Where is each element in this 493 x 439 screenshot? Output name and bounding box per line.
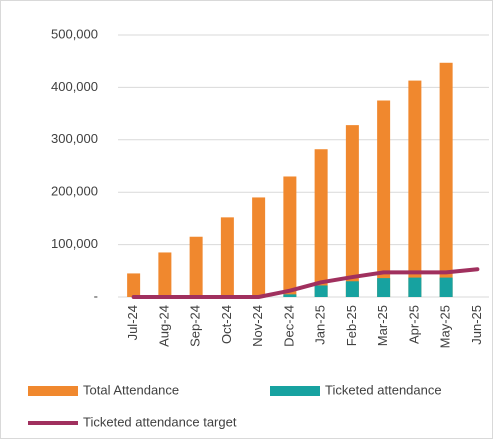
bar [377,100,391,297]
x-tick-label: Mar-25 [375,305,390,346]
y-tick-label: 300,000 [51,131,98,146]
x-tick-label: Apr-25 [406,305,421,344]
y-tick-label: 400,000 [51,79,98,94]
bar [439,62,453,297]
bar [377,278,391,297]
y-tick-label: 200,000 [51,184,98,199]
x-tick-label: Dec-24 [281,305,296,347]
x-tick-label: Jan-25 [313,305,328,345]
legend-swatch [28,386,78,396]
x-tick-label: Sep-24 [188,305,203,347]
legend-swatch [270,386,320,396]
legend-label: Total Attendance [83,382,179,397]
x-tick-label: May-25 [438,305,453,348]
y-tick-label: 500,000 [51,26,98,41]
x-tick-label: Jun-25 [469,305,484,345]
bar [314,149,328,297]
y-tick-label: 100,000 [51,236,98,251]
x-tick-label: Jul-24 [125,305,140,340]
bar [314,285,328,297]
bar [408,277,422,297]
line [131,267,480,299]
legend-label: Ticketed attendance [325,382,442,397]
x-tick-label: Aug-24 [156,305,171,347]
bar [158,252,172,297]
y-tick-label: - [94,288,98,303]
bar [439,277,453,297]
x-tick-label: Feb-25 [344,305,359,346]
bar [283,176,297,297]
bar [283,294,297,297]
legend-label: Ticketed attendance target [83,414,237,429]
bar [220,217,234,297]
bar [252,197,266,297]
x-tick-label: Nov-24 [250,305,265,347]
bar [408,80,422,297]
bar [345,281,359,297]
bar [189,236,203,297]
bar [127,273,141,297]
x-tick-label: Oct-24 [219,305,234,344]
bar [345,125,359,298]
